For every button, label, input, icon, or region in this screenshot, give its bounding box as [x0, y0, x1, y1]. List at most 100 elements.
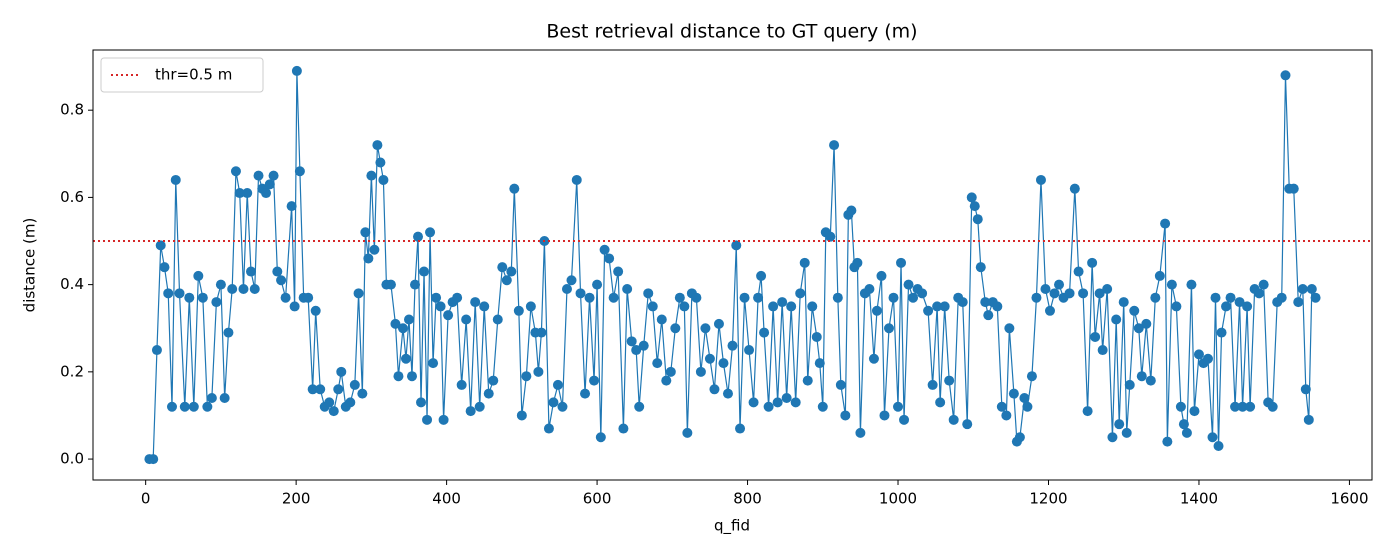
point	[333, 384, 344, 395]
point	[1202, 353, 1213, 364]
point	[1186, 279, 1197, 290]
point	[170, 174, 181, 185]
point	[1207, 432, 1218, 443]
point	[1064, 288, 1075, 299]
point	[431, 292, 442, 303]
point	[846, 205, 857, 216]
y-tick-label: 0.8	[60, 101, 84, 119]
point	[896, 257, 907, 268]
point	[461, 314, 472, 325]
point	[1044, 305, 1055, 316]
point	[825, 231, 836, 242]
point	[871, 305, 882, 316]
point	[349, 379, 360, 390]
point	[1178, 419, 1189, 430]
point	[1019, 393, 1030, 404]
point	[899, 414, 910, 425]
point	[1300, 384, 1311, 395]
y-tick-label: 0.4	[60, 275, 84, 293]
point	[410, 279, 421, 290]
point	[552, 379, 563, 390]
point	[307, 384, 318, 395]
point	[1154, 270, 1165, 281]
point	[166, 401, 177, 412]
point	[935, 397, 946, 408]
point	[369, 244, 380, 255]
point	[983, 310, 994, 321]
point	[735, 423, 746, 434]
point	[1175, 401, 1186, 412]
x-tick-label: 200	[282, 490, 311, 508]
point	[211, 297, 222, 308]
point	[756, 270, 767, 281]
series-line	[149, 70, 1317, 460]
point	[193, 270, 204, 281]
point	[360, 227, 371, 238]
point	[944, 375, 955, 386]
point	[501, 275, 512, 286]
point	[817, 401, 828, 412]
point	[197, 292, 208, 303]
point	[781, 393, 792, 404]
point	[932, 301, 943, 312]
point	[1237, 401, 1248, 412]
point	[1254, 288, 1265, 299]
point	[1141, 318, 1152, 329]
point	[1031, 292, 1042, 303]
point	[378, 174, 389, 185]
point	[996, 401, 1007, 412]
point	[375, 157, 386, 168]
point	[1118, 297, 1129, 308]
point	[1189, 406, 1200, 417]
point	[727, 340, 738, 351]
point	[280, 292, 291, 303]
point	[656, 314, 667, 325]
point	[927, 379, 938, 390]
point	[238, 283, 249, 294]
point	[428, 358, 439, 369]
point	[763, 401, 774, 412]
point	[790, 397, 801, 408]
point	[584, 292, 595, 303]
point	[289, 301, 300, 312]
point	[536, 327, 547, 338]
point	[557, 401, 568, 412]
point	[777, 297, 788, 308]
point	[1267, 401, 1278, 412]
y-axis-label: distance (m)	[21, 218, 39, 313]
point	[1288, 183, 1299, 194]
point	[1297, 283, 1308, 294]
point	[1004, 323, 1015, 334]
point	[390, 318, 401, 329]
point	[835, 379, 846, 390]
point	[403, 314, 414, 325]
point	[1111, 314, 1122, 325]
x-tick-label: 400	[432, 490, 461, 508]
point	[1107, 432, 1118, 443]
point	[670, 323, 681, 334]
point	[1276, 292, 1287, 303]
point	[561, 283, 572, 294]
legend-box	[100, 57, 264, 93]
point	[533, 366, 544, 377]
plot-frame	[92, 49, 1373, 481]
point	[479, 301, 490, 312]
point	[832, 292, 843, 303]
point	[975, 262, 986, 273]
point	[589, 375, 600, 386]
x-tick-label: 1400	[1180, 490, 1218, 508]
point	[1097, 345, 1108, 356]
point	[1069, 183, 1080, 194]
point	[772, 397, 783, 408]
point	[1225, 292, 1236, 303]
point	[242, 188, 253, 199]
point	[1008, 388, 1019, 399]
point	[1035, 174, 1046, 185]
point	[1280, 70, 1291, 81]
point	[303, 292, 314, 303]
point	[709, 384, 720, 395]
point	[419, 266, 430, 277]
point	[488, 375, 499, 386]
y-tick-label: 0.6	[60, 188, 84, 206]
point	[1094, 288, 1105, 299]
